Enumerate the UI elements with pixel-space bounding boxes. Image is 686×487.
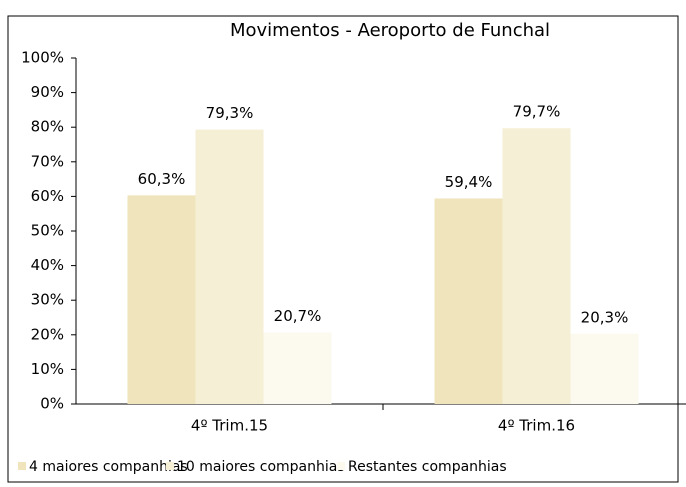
y-tick-label: 30% [31, 291, 64, 309]
value-label: 60,3% [138, 170, 186, 188]
bar [195, 129, 264, 404]
bar [434, 198, 503, 404]
bar [502, 128, 571, 404]
value-label: 20,3% [581, 308, 629, 326]
value-label: 20,7% [274, 307, 322, 325]
y-tick-label: 40% [31, 256, 64, 274]
y-tick-label: 50% [31, 222, 64, 240]
x-tick-label: 4º Trim.16 [498, 417, 575, 435]
value-label: 79,7% [513, 103, 561, 121]
y-tick-label: 0% [40, 395, 64, 413]
y-tick-label: 90% [31, 83, 64, 101]
legend-swatch [18, 462, 26, 470]
y-tick-label: 10% [31, 360, 64, 378]
legend-swatch [166, 462, 174, 470]
y-tick-label: 100% [21, 49, 64, 67]
x-tick-label: 4º Trim.15 [191, 417, 268, 435]
chart-frame [7, 15, 679, 483]
bar [570, 333, 639, 404]
y-tick-label: 20% [31, 325, 64, 343]
y-tick-label: 60% [31, 187, 64, 205]
chart-title: Movimentos - Aeroporto de Funchal [230, 20, 550, 41]
value-label: 79,3% [206, 104, 254, 122]
legend-swatch [337, 462, 345, 470]
y-tick-label: 80% [31, 118, 64, 136]
value-label: 59,4% [445, 173, 493, 191]
y-tick-label: 70% [31, 152, 64, 170]
bar [263, 332, 332, 404]
legend-label: 10 maiores companhias [177, 459, 345, 475]
legend-label: 4 maiores companhias [29, 459, 188, 475]
bar [127, 195, 196, 404]
legend-label: Restantes companhias [348, 459, 507, 475]
